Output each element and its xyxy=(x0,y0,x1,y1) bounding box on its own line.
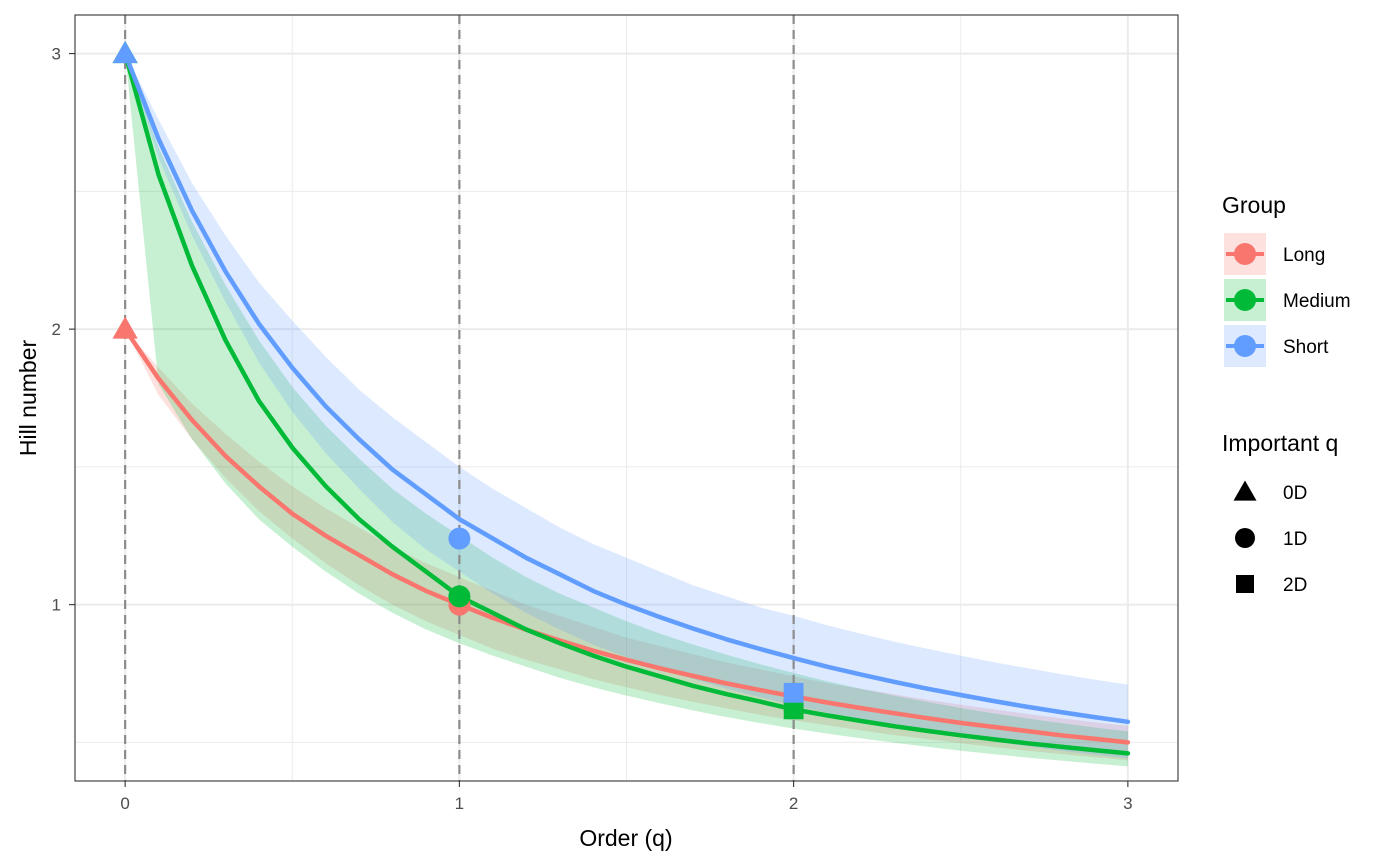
legend-point-short xyxy=(1234,335,1256,357)
y-tick-label: 2 xyxy=(52,320,61,339)
x-tick-label: 3 xyxy=(1123,794,1132,813)
series-lines xyxy=(122,51,1131,756)
marker-short-circle xyxy=(448,527,471,550)
legend-point-medium xyxy=(1234,289,1256,311)
legend-point-long xyxy=(1234,243,1256,265)
y-tick-label: 3 xyxy=(52,45,61,64)
point-markers xyxy=(112,40,804,720)
x-tick-label: 1 xyxy=(455,794,464,813)
series-line-long xyxy=(122,326,1131,745)
series-line-short xyxy=(122,51,1131,725)
plot-panel-border xyxy=(74,14,1179,782)
x-axis-title: Order (q) xyxy=(579,825,672,851)
legend-label-medium: Medium xyxy=(1283,291,1351,312)
marker-long-triangle xyxy=(112,316,138,339)
legend: Group Important q Long Medium Short 0D 1D 2D xyxy=(1222,192,1351,596)
y-tick-label: 1 xyxy=(52,596,61,615)
legend-shape-label: 0D xyxy=(1283,483,1307,504)
x-tick-label: 2 xyxy=(789,794,798,813)
legend-shape-circle xyxy=(1235,528,1255,548)
marker-short-triangle xyxy=(112,40,138,64)
reference-lines xyxy=(124,15,795,781)
series-line-medium xyxy=(122,51,1131,756)
marker-medium-circle xyxy=(448,585,471,608)
confidence-band-medium xyxy=(125,53,1128,767)
legend-shape-label: 1D xyxy=(1283,529,1307,550)
marker-medium-square xyxy=(783,699,804,720)
legend-shape-square xyxy=(1236,575,1254,593)
legend-shape-label: 2D xyxy=(1283,575,1307,596)
group-legend-title: Group xyxy=(1222,192,1286,218)
legend-shape-triangle xyxy=(1233,480,1257,501)
legend-label-long: Long xyxy=(1283,245,1325,266)
shape-legend-title: Important q xyxy=(1222,430,1338,456)
marker-short-square xyxy=(783,682,804,703)
y-axis-title: Hill number xyxy=(15,340,41,457)
x-tick-label: 0 xyxy=(120,794,129,813)
confidence-band-long xyxy=(125,329,1128,761)
axes: 0 1 2 3 1 2 3 xyxy=(52,45,1133,813)
legend-label-short: Short xyxy=(1283,337,1329,358)
